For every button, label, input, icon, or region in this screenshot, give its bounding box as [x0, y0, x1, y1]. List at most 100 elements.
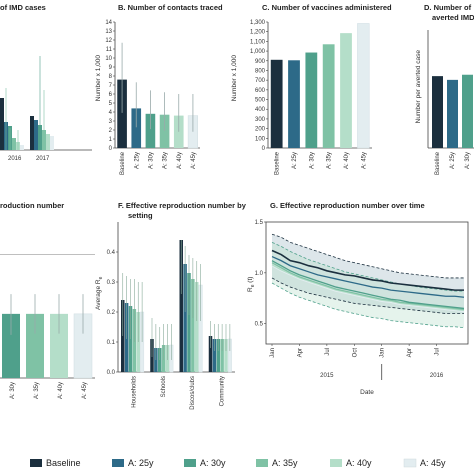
y-tick-label: 9 — [109, 65, 113, 71]
y-tick-label-g: 1.5 — [255, 220, 264, 226]
bar-d — [447, 79, 458, 148]
panel-b-title: B. Number of contacts traced — [118, 3, 223, 12]
y-tick-label-f: 0.0 — [107, 370, 116, 376]
x-tick-label-d: A: 25y — [450, 152, 456, 169]
legend-swatch — [184, 459, 196, 467]
x-tick-label-f: Schools — [161, 376, 167, 397]
bar — [145, 113, 156, 148]
x-tick-label: A: 40y — [344, 152, 350, 169]
legend-label: Baseline — [46, 458, 81, 468]
ci-upper-baseline — [271, 233, 464, 279]
bar-f — [183, 264, 187, 372]
panel-g-title: G. Effective reproduction number over ti… — [270, 201, 425, 210]
bar — [288, 60, 300, 148]
bar — [131, 108, 142, 148]
y-tick-label-f: 0.1 — [107, 340, 116, 346]
y-tick-label-f: 0.2 — [107, 310, 116, 316]
bar-f — [224, 339, 228, 372]
panel-c-title: C. Number of vaccines administered — [262, 3, 392, 12]
plot-area-g — [265, 221, 469, 345]
bar-f — [195, 282, 199, 372]
bar-e — [2, 313, 20, 378]
x-tick-label-g: Oct — [352, 348, 358, 358]
y-axis-label-g: Re (t) — [247, 277, 256, 292]
year-label-g: 2016 — [430, 373, 444, 379]
legend-label: A: 40y — [346, 458, 372, 468]
x-tick-label-e: A: 30y — [10, 382, 16, 399]
bar — [159, 114, 170, 148]
y-tick-label: 0 — [262, 146, 266, 152]
ci-lower-baseline — [271, 277, 464, 314]
y-tick-label: 900 — [255, 59, 266, 65]
bar-f — [191, 279, 195, 372]
bar-f — [179, 240, 183, 372]
y-tick-label: 1 — [109, 137, 113, 143]
x-tick-label-g: Apr — [297, 348, 303, 357]
x-tick-label-g: Jul — [435, 348, 441, 356]
legend-swatch — [403, 458, 417, 468]
y-axis-label-suffix-g: (t) — [247, 277, 254, 285]
x-tick-label-g: Jul — [325, 348, 331, 356]
y-tick-label: 400 — [255, 107, 266, 113]
y-tick-label: 2 — [109, 128, 113, 134]
bar — [305, 52, 318, 148]
legend-label: A: 35y — [272, 458, 298, 468]
y-tick-label: 10 — [105, 56, 112, 62]
x-axis-label-g: Date — [360, 389, 374, 396]
y-tick-label: 7 — [109, 83, 113, 89]
x-tick-label-d: A: 30y — [465, 152, 471, 169]
y-tick-label: 800 — [255, 68, 266, 74]
ci-band-baseline — [272, 234, 464, 314]
x-tick-label-f: Households — [132, 376, 138, 408]
bar-f — [216, 339, 220, 372]
y-tick-label: 14 — [105, 20, 112, 26]
bar — [270, 59, 283, 148]
y-tick-label: 3 — [109, 119, 113, 125]
x-tick-label-e: A: 45y — [82, 382, 88, 399]
y-tick-label: 5 — [109, 101, 113, 107]
legend-swatch — [256, 459, 268, 467]
tick-label-a: 2017 — [36, 156, 50, 162]
x-tick-label: A: 45y — [361, 152, 367, 169]
x-tick-label: A: 45y — [191, 152, 197, 169]
y-tick-label-g: 1.0 — [255, 271, 264, 277]
x-tick-label-e: A: 40y — [58, 382, 64, 399]
ci-lower-30y — [271, 282, 465, 329]
bar-f — [187, 273, 191, 372]
panel-e-title: roduction number — [0, 201, 64, 210]
y-tick-label: 13 — [105, 29, 112, 35]
x-tick-label-g: Jan — [380, 348, 386, 358]
panel-f-title: F. Effective reproduction number by — [118, 201, 247, 210]
series-line-a35y — [271, 262, 465, 311]
y-tick-label: 200 — [255, 127, 266, 133]
y-tick-label: 1,000 — [250, 49, 266, 55]
legend-label: A: 45y — [420, 458, 446, 468]
tick-label-a: 2016 — [8, 156, 22, 162]
bar — [322, 44, 335, 148]
x-tick-label: A: 40y — [177, 152, 183, 169]
y-tick-label: 1,200 — [250, 30, 266, 36]
y-tick-label-g: 0.5 — [255, 322, 264, 328]
y-axis-label: Number x 1,000 — [95, 55, 102, 102]
bar-a-2017 — [50, 136, 54, 150]
y-tick-label: 8 — [109, 74, 113, 80]
bar-e — [50, 313, 68, 378]
x-tick-label: Baseline — [120, 151, 126, 175]
legend-swatch — [330, 459, 342, 467]
legend-swatch — [112, 459, 124, 467]
y-tick-label: 600 — [255, 88, 266, 94]
legend-label: A: 30y — [200, 458, 226, 468]
ci-upper-30y — [271, 241, 464, 292]
bar-a-2017 — [46, 134, 50, 150]
bar-f — [212, 339, 217, 372]
bar-a-2017 — [30, 116, 34, 150]
x-tick-label: A: 30y — [309, 152, 315, 169]
legend: Baseline A: 25y A: 30y A: 35y A: 40y A: 45y — [30, 458, 446, 468]
series-line-a25y — [271, 255, 465, 298]
x-tick-label-d: Baseline — [435, 151, 441, 175]
series-line-a45y — [271, 265, 465, 313]
x-tick-label-e: A: 35y — [34, 382, 40, 399]
y-axis-label: Number x 1,000 — [231, 55, 238, 102]
y-axis-label-d: Number per averted case — [415, 50, 422, 124]
